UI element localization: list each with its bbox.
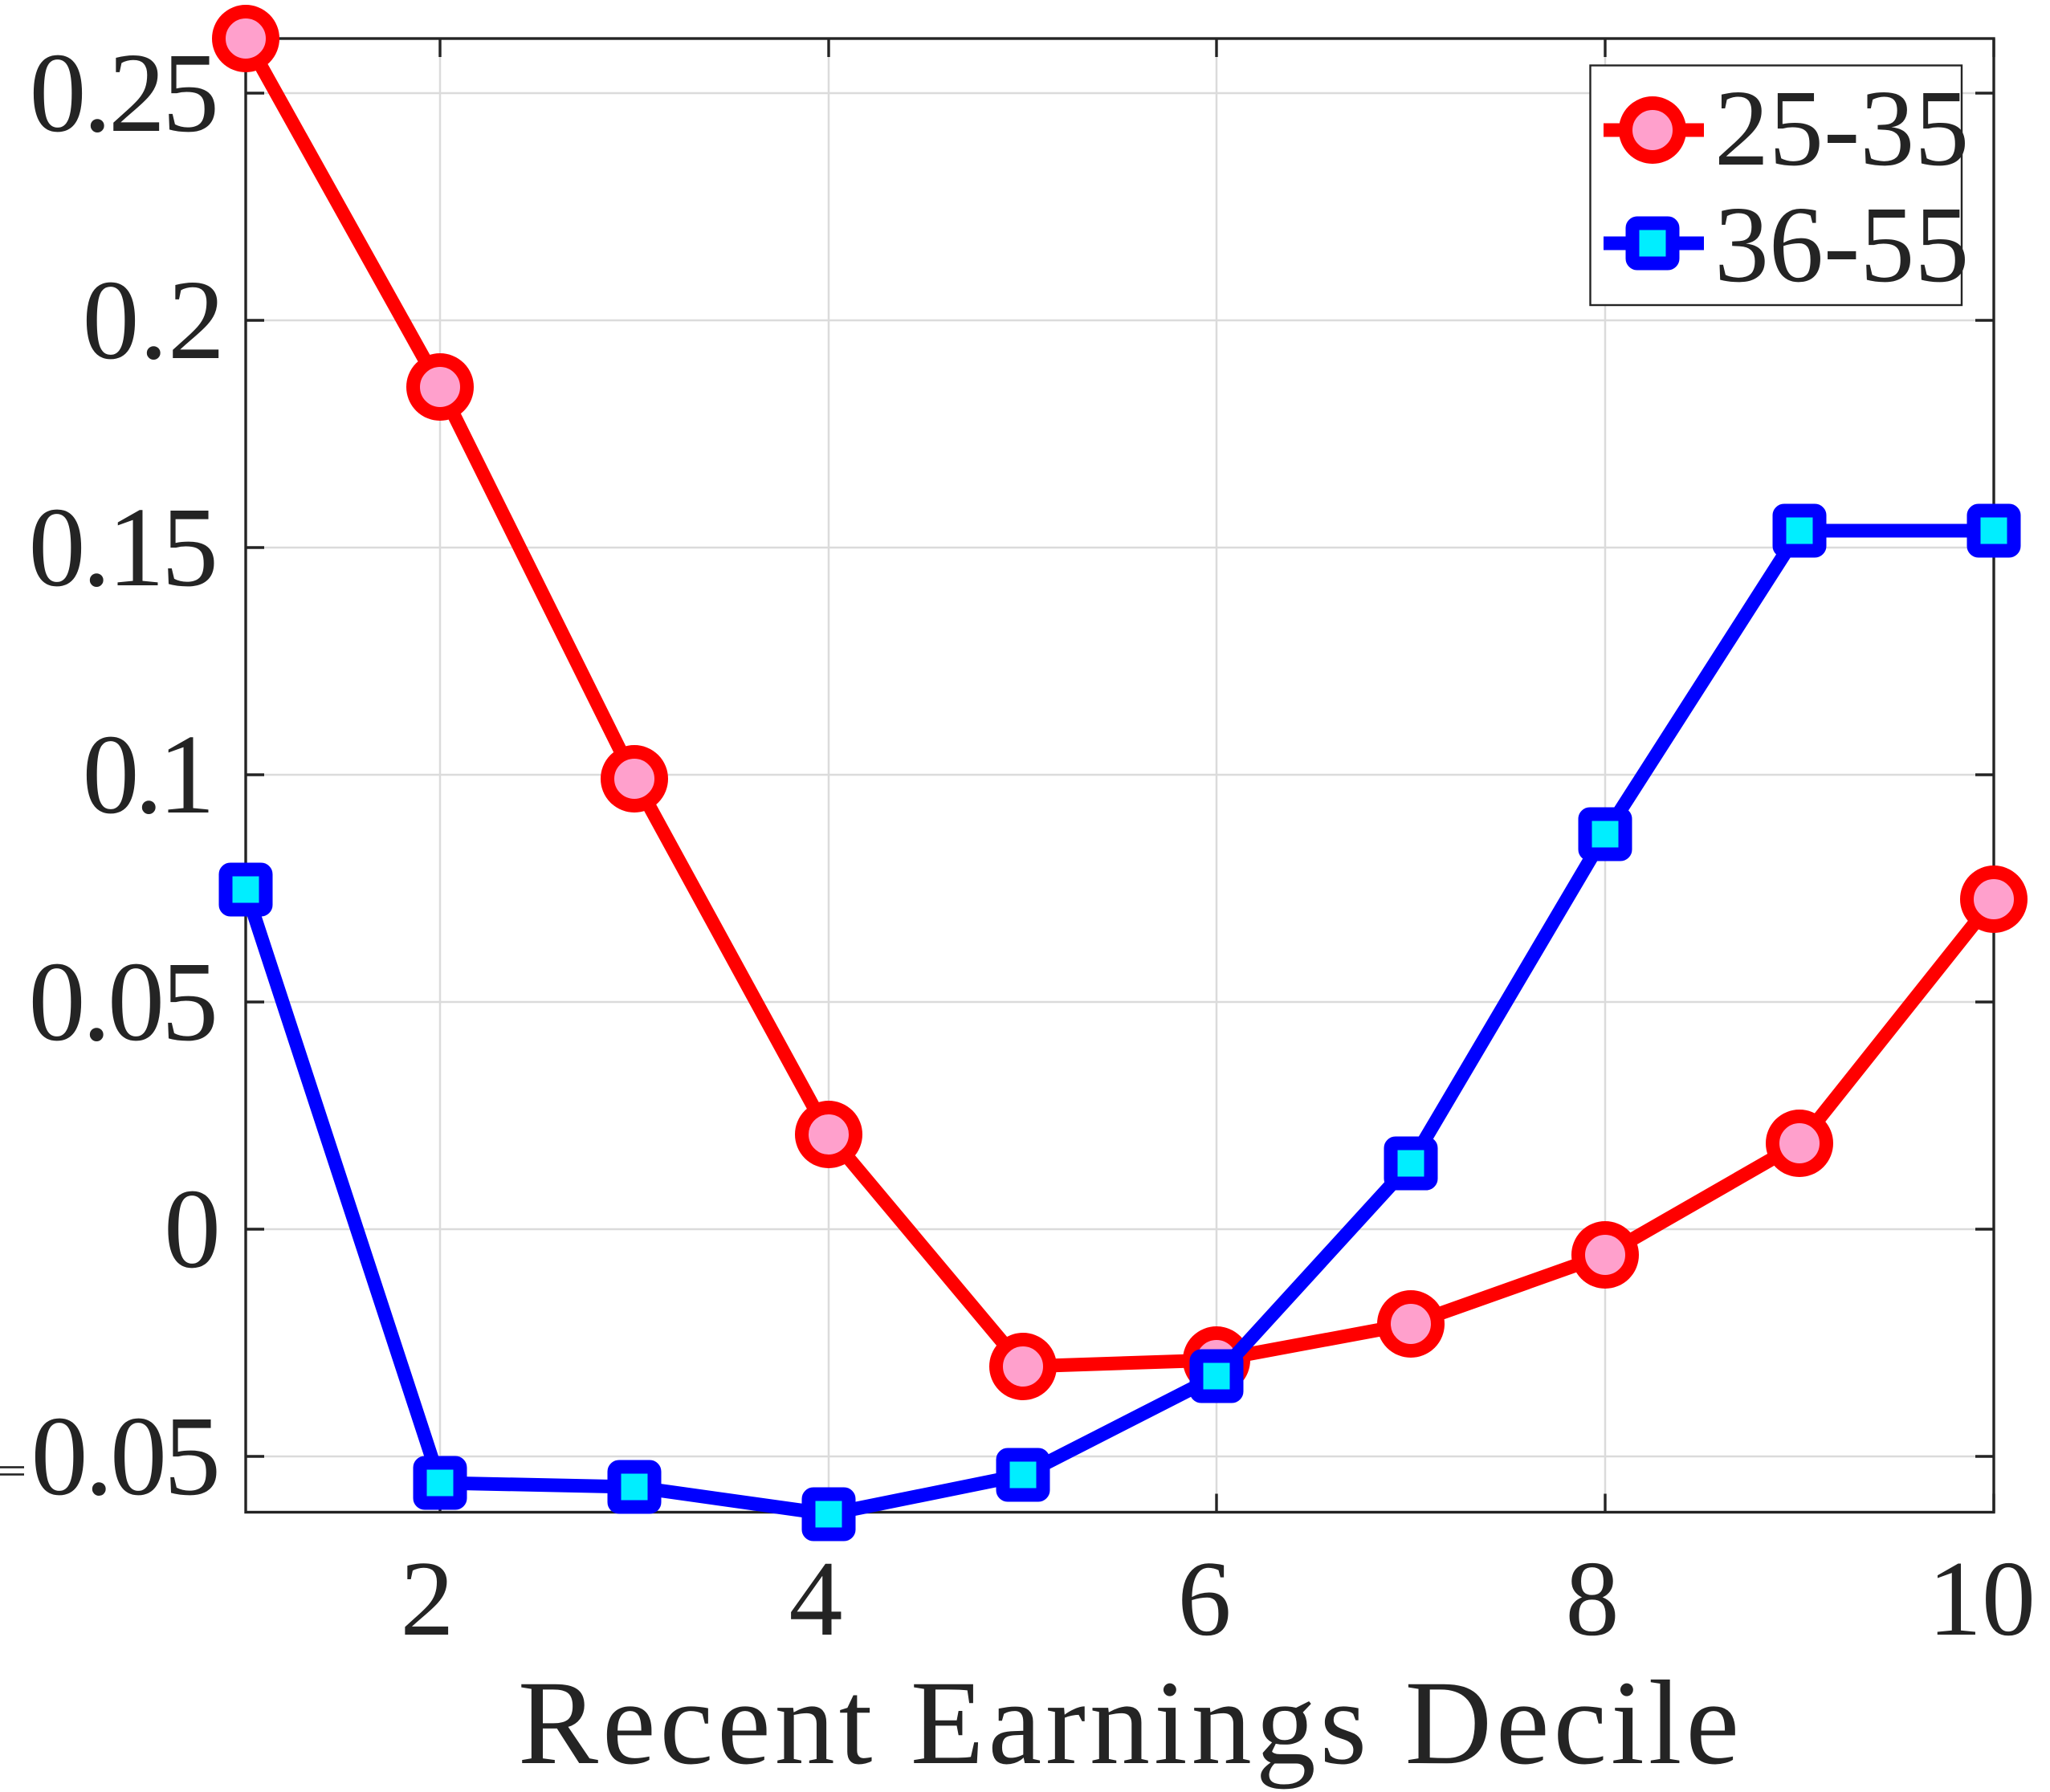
svg-text:10: 10 (1928, 1539, 2036, 1658)
svg-text:0.1: 0.1 (83, 711, 211, 837)
svg-text:8: 8 (1566, 1539, 1620, 1658)
svg-text:36-55: 36-55 (1714, 185, 1969, 305)
svg-text:25-35: 25-35 (1714, 68, 1969, 189)
svg-text:4: 4 (789, 1539, 843, 1658)
svg-text:0.2: 0.2 (83, 256, 226, 383)
svg-text:Recent Earnings Decile: Recent Earnings Decile (518, 1656, 1743, 1790)
svg-text:6: 6 (1178, 1539, 1232, 1658)
svg-text:0: 0 (164, 1165, 221, 1292)
svg-text:0.25: 0.25 (30, 29, 217, 156)
svg-text:0.05: 0.05 (31, 1392, 218, 1519)
svg-text:2: 2 (401, 1539, 454, 1658)
svg-text:0.15: 0.15 (29, 483, 216, 610)
svg-text:0.05: 0.05 (29, 938, 216, 1065)
